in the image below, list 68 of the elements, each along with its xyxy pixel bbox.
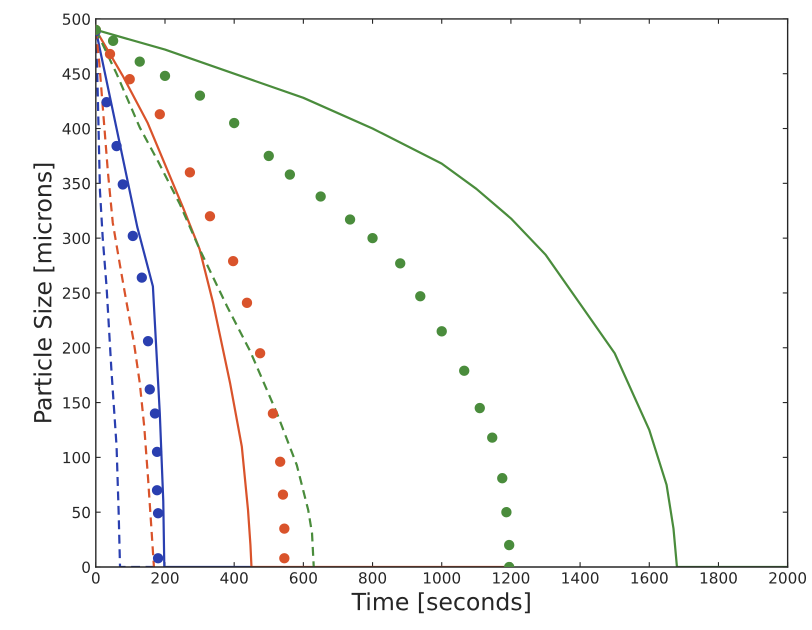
point xyxy=(242,298,252,308)
x-tick-label: 1600 xyxy=(632,572,668,584)
point xyxy=(108,36,118,46)
point xyxy=(184,167,196,178)
point xyxy=(415,291,426,302)
x-tick-label: 1400 xyxy=(562,572,599,584)
x-tick-label: 1200 xyxy=(493,572,530,584)
point xyxy=(459,366,470,376)
point xyxy=(194,90,206,101)
point xyxy=(501,507,512,518)
point xyxy=(124,74,135,84)
y-axis-title: Particle Size [microns] xyxy=(33,164,54,422)
point xyxy=(150,408,160,419)
point xyxy=(144,384,155,395)
y-tick-label: 0 xyxy=(82,561,90,574)
point xyxy=(279,523,290,534)
x-tick-label: 1000 xyxy=(424,572,460,584)
point xyxy=(275,456,286,467)
point xyxy=(134,56,145,67)
point xyxy=(152,446,162,458)
point xyxy=(152,485,162,496)
point xyxy=(504,540,514,550)
point xyxy=(344,214,356,225)
point xyxy=(154,109,165,120)
point xyxy=(118,179,128,190)
y-tick-label: 150 xyxy=(63,397,90,409)
point xyxy=(204,211,216,222)
point xyxy=(128,230,138,242)
y-tick-label: 450 xyxy=(62,68,90,80)
point xyxy=(487,432,498,443)
y-tick-label: 500 xyxy=(62,13,90,25)
y-tick-label: 350 xyxy=(62,178,90,190)
x-tick-label: 600 xyxy=(290,572,317,584)
x-tick-label: 2000 xyxy=(769,572,806,584)
point xyxy=(254,348,266,358)
y-tick-label: 100 xyxy=(63,452,90,464)
point xyxy=(264,150,274,162)
x-tick-label: 400 xyxy=(220,572,248,584)
point xyxy=(436,326,447,336)
y-tick-label: 200 xyxy=(62,342,90,354)
y-tick-label: 300 xyxy=(62,232,90,244)
point xyxy=(474,402,485,414)
point xyxy=(367,232,378,244)
point xyxy=(101,97,112,108)
x-tick-label: 200 xyxy=(152,572,179,584)
point xyxy=(111,140,122,152)
point xyxy=(142,336,154,346)
point xyxy=(395,258,406,269)
point xyxy=(160,70,170,82)
point xyxy=(104,48,116,60)
point xyxy=(229,118,240,128)
x-tick-label: 0 xyxy=(92,572,100,584)
x-tick-label: 800 xyxy=(359,572,386,584)
y-tick-label: 50 xyxy=(72,506,90,518)
point xyxy=(278,490,288,500)
point xyxy=(316,191,326,202)
point xyxy=(152,553,164,564)
y-tick-label: 250 xyxy=(62,287,90,299)
point xyxy=(268,408,278,419)
point xyxy=(279,553,290,564)
y-tick-label: 400 xyxy=(62,122,90,135)
point xyxy=(136,272,147,283)
point xyxy=(228,256,238,266)
point xyxy=(497,473,508,484)
x-tick-label: 1800 xyxy=(700,572,737,584)
x-axis-title: Time [seconds] xyxy=(352,592,530,614)
point xyxy=(284,169,296,180)
point xyxy=(152,508,164,518)
